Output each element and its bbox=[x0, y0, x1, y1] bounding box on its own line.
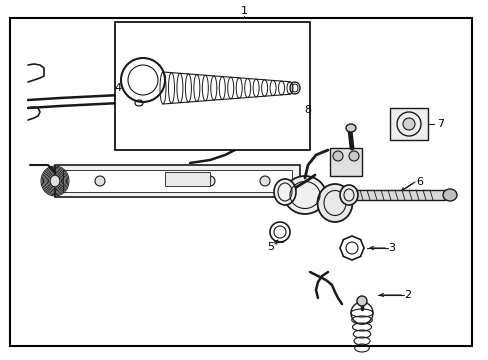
Ellipse shape bbox=[346, 124, 355, 132]
Bar bbox=[63, 170, 291, 192]
Ellipse shape bbox=[273, 179, 295, 205]
Circle shape bbox=[332, 151, 342, 161]
Ellipse shape bbox=[442, 189, 456, 201]
Text: 2: 2 bbox=[404, 290, 411, 300]
Circle shape bbox=[95, 176, 105, 186]
Ellipse shape bbox=[50, 175, 60, 187]
Circle shape bbox=[348, 151, 358, 161]
Text: 4: 4 bbox=[115, 83, 122, 93]
Bar bbox=[389, 108, 427, 140]
Text: 1: 1 bbox=[240, 6, 247, 16]
Circle shape bbox=[260, 176, 269, 186]
Circle shape bbox=[356, 296, 366, 306]
Bar bbox=[55, 165, 299, 197]
Bar bbox=[115, 22, 309, 150]
Text: 7: 7 bbox=[437, 119, 444, 129]
Ellipse shape bbox=[317, 184, 352, 222]
Text: 6: 6 bbox=[416, 177, 423, 187]
Bar bbox=[329, 148, 361, 176]
Bar bbox=[345, 190, 444, 200]
Ellipse shape bbox=[284, 176, 325, 214]
Circle shape bbox=[204, 176, 215, 186]
Ellipse shape bbox=[339, 185, 357, 205]
Text: 8: 8 bbox=[304, 105, 311, 115]
Circle shape bbox=[402, 118, 414, 130]
Text: 5: 5 bbox=[267, 242, 274, 252]
Bar bbox=[164, 172, 209, 186]
Text: 3: 3 bbox=[387, 243, 395, 253]
